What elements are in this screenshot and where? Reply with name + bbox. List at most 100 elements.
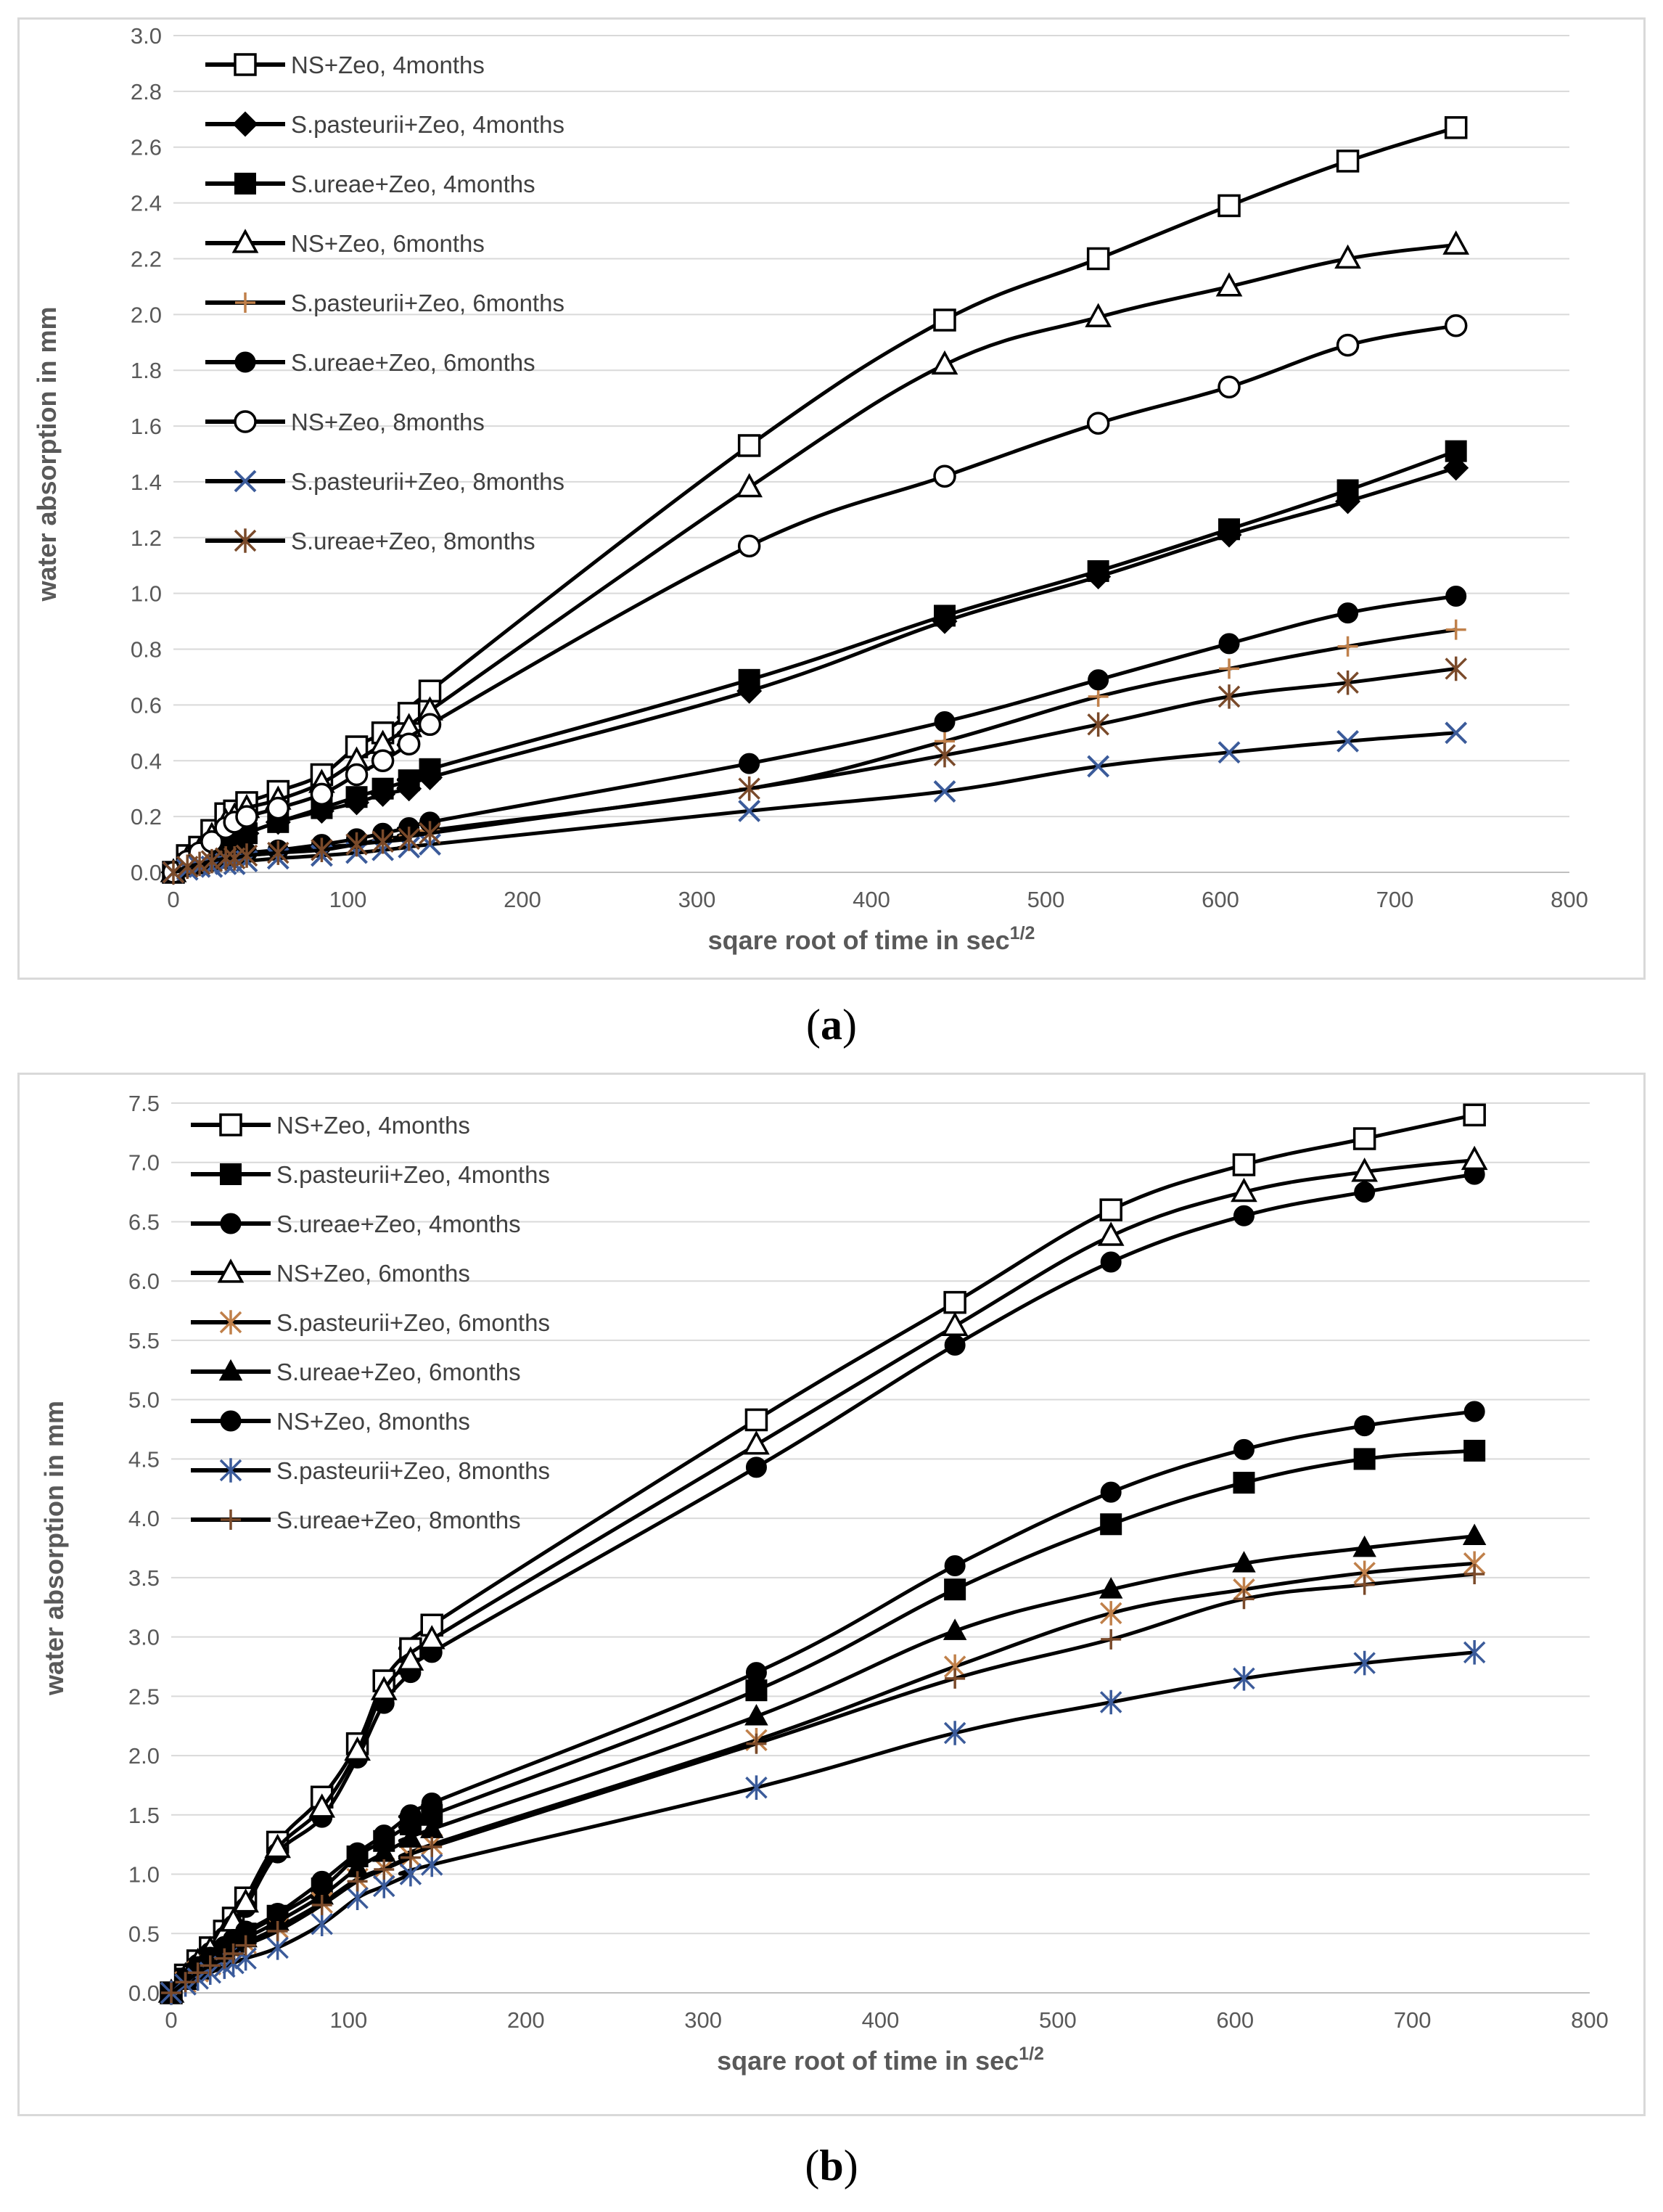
- data-point: [267, 1921, 288, 1941]
- data-point: [371, 829, 394, 854]
- data-point: [743, 1430, 770, 1455]
- y-tick-label: 3.0: [131, 23, 162, 49]
- data-point: [1337, 602, 1359, 624]
- data-point: [933, 780, 956, 803]
- y-tick-label: 0.5: [128, 1921, 160, 1946]
- data-point: [1099, 1601, 1122, 1626]
- data-point: [1099, 1198, 1122, 1221]
- legend-marker: [219, 1310, 242, 1335]
- y-tick-label: 5.5: [128, 1328, 160, 1353]
- y-tick-label: 2.0: [131, 302, 162, 327]
- data-point: [1086, 247, 1110, 271]
- y-tick-label: 5.0: [128, 1388, 160, 1413]
- data-point: [1231, 1177, 1257, 1203]
- data-point: [746, 1733, 767, 1754]
- data-point: [1100, 1251, 1122, 1273]
- x-tick-label: 700: [1376, 887, 1414, 912]
- series-line: [170, 1650, 1475, 1995]
- legend-entry: S.ureae+Zeo, 6months: [291, 349, 535, 376]
- data-point: [374, 1859, 395, 1880]
- legend-entry: NS+Zeo, 8months: [276, 1408, 470, 1435]
- legend: NS+Zeo, 4months S.pasteurii+Zeo, 4months S…: [205, 52, 564, 554]
- data-point: [400, 1804, 422, 1826]
- legend-entry: S.ureae+Zeo, 4months: [276, 1211, 521, 1237]
- data-point: [419, 758, 441, 780]
- x-tick-label: 200: [507, 2007, 545, 2033]
- data-point: [1462, 1523, 1487, 1546]
- data-point: [421, 1792, 443, 1814]
- y-tick-label: 2.0: [128, 1743, 160, 1769]
- y-tick-label: 1.0: [128, 1862, 160, 1888]
- y-tick-label: 2.2: [131, 246, 162, 271]
- data-point: [1352, 1535, 1376, 1557]
- legend-marker: [219, 1113, 242, 1136]
- data-point: [1215, 272, 1243, 297]
- legend-entry: S.ureae+Zeo, 8months: [276, 1507, 521, 1533]
- legend-entry: S.pasteurii+Zeo, 8months: [276, 1457, 550, 1484]
- data-point: [267, 840, 290, 865]
- data-point: [1233, 1438, 1255, 1460]
- series-line: [170, 1561, 1475, 1995]
- data-point: [1463, 1401, 1485, 1422]
- x-tick-label: 800: [1571, 2007, 1609, 2033]
- data-point: [1445, 586, 1467, 607]
- data-point: [1097, 1221, 1125, 1246]
- data-point: [745, 1775, 768, 1801]
- data-point: [1218, 518, 1241, 541]
- x-tick-label: 800: [1551, 887, 1588, 912]
- series-group: [157, 1103, 1488, 2005]
- y-tick-label: 0.2: [131, 804, 162, 830]
- legend-marker: [220, 1213, 242, 1234]
- data-point: [235, 805, 258, 828]
- data-point: [345, 832, 368, 857]
- chart-panel-b: 0.0 0.5 1.0 1.5 2.0 2.5 3.0 3.5 4.0 4.5 5.0 5.5 6.0 6…: [17, 1073, 1646, 2116]
- data-point: [1233, 1472, 1255, 1494]
- y-tick-label: 3.5: [128, 1565, 160, 1591]
- data-point: [738, 776, 760, 801]
- caption-b: (b): [805, 2142, 858, 2190]
- data-point: [1352, 1127, 1376, 1150]
- chart-panel-a: 0.0 0.2 0.4 0.6 0.8 1.0 1.2 1.4 1.6 1.8 2.0 2.2 2.4 2…: [17, 17, 1646, 980]
- data-point: [1445, 656, 1467, 681]
- data-point: [1445, 440, 1467, 462]
- data-point: [738, 800, 761, 822]
- data-point: [738, 668, 760, 691]
- data-point: [744, 1703, 768, 1726]
- legend-marker: [234, 470, 257, 493]
- data-point: [943, 1618, 967, 1640]
- x-tick-label: 200: [504, 887, 541, 912]
- data-point: [1351, 1158, 1379, 1182]
- data-point: [745, 1662, 767, 1684]
- x-axis-label-superscript: 1/2: [1010, 923, 1035, 943]
- caption-a-letter: a: [821, 1001, 842, 1049]
- data-point: [934, 605, 956, 627]
- data-point: [1354, 1181, 1376, 1203]
- legend-entry: NS+Zeo, 6months: [291, 230, 485, 257]
- x-tick-label: 100: [330, 2007, 368, 2033]
- data-point: [1100, 1513, 1122, 1536]
- data-point: [1336, 670, 1359, 695]
- data-point: [419, 821, 441, 845]
- data-point: [1086, 411, 1110, 435]
- data-point: [1444, 116, 1468, 139]
- data-point: [1087, 755, 1110, 778]
- data-point: [223, 1943, 244, 1965]
- data-point: [398, 827, 420, 851]
- legend-marker: [235, 292, 255, 313]
- data-point: [1087, 712, 1109, 737]
- x-tick-label: 300: [678, 887, 716, 912]
- data-point: [1445, 721, 1468, 745]
- data-point: [1353, 1650, 1376, 1676]
- data-point: [1218, 375, 1241, 399]
- legend-marker: [234, 53, 257, 76]
- data-point: [418, 713, 442, 737]
- legend-marker: [220, 1410, 242, 1432]
- y-tick-label: 1.4: [131, 470, 162, 495]
- y-tick-label: 4.5: [128, 1446, 160, 1472]
- legend-marker: [220, 1163, 242, 1185]
- x-tick-label: 100: [329, 887, 367, 912]
- data-point: [1232, 1551, 1256, 1573]
- y-tick-label: 6.5: [128, 1209, 160, 1234]
- legend-entry: NS+Zeo, 6months: [276, 1260, 470, 1287]
- data-point: [267, 1902, 289, 1924]
